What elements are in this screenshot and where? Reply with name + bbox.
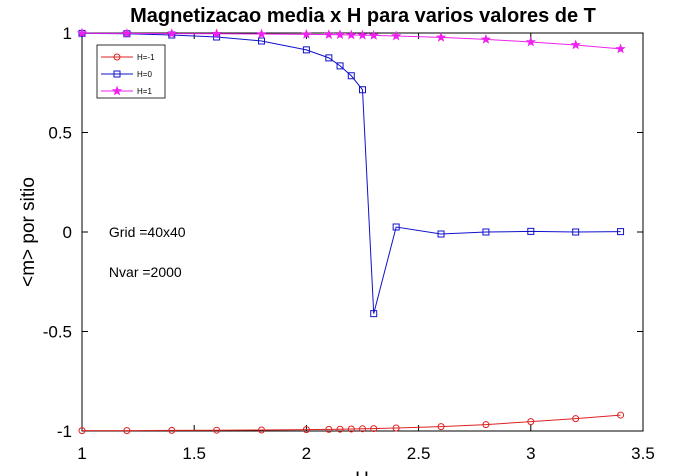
data-point (302, 426, 310, 434)
legend-box (96, 44, 166, 99)
data-point (302, 46, 310, 54)
data-point (78, 427, 86, 435)
data-point (572, 415, 580, 423)
data-point (325, 425, 333, 433)
data-point (325, 54, 333, 62)
series-H=1 (76, 27, 626, 54)
data-point (359, 425, 366, 433)
legend-marker (111, 85, 123, 96)
legend-label: H=0 (137, 70, 152, 79)
legend-label: H=-1 (137, 53, 155, 62)
data-series (76, 27, 626, 435)
y-tick-label: 0.5 (48, 124, 72, 143)
data-point (258, 37, 266, 45)
series-line (82, 414, 621, 432)
y-tick-label: -0.5 (43, 323, 72, 342)
data-point (527, 227, 535, 235)
x-tick-label: 1 (77, 444, 86, 463)
data-point (123, 427, 131, 435)
data-point (336, 62, 344, 70)
axis-ticks: 1 1.5 2 2.5 3 3.5 -1 -0.5 0 0.5 1 (43, 24, 655, 463)
legend-label: H=1 (137, 87, 152, 96)
data-point (347, 425, 355, 433)
data-point (213, 426, 221, 434)
y-axis-label: <m> por sitio (18, 177, 39, 287)
data-point (76, 27, 88, 38)
data-point (570, 39, 581, 50)
data-point (301, 28, 312, 39)
data-point (482, 228, 490, 236)
data-point (368, 29, 379, 40)
data-point (258, 426, 266, 434)
y-tick-label: -1 (57, 422, 72, 441)
series-line (81, 32, 621, 314)
data-point (617, 228, 625, 236)
data-point (391, 30, 402, 41)
annotation-text: Grid =40x40 (109, 224, 186, 240)
x-tick-label: 1.5 (182, 444, 206, 463)
data-point (168, 426, 176, 434)
data-point (121, 27, 133, 38)
data-point (166, 28, 177, 38)
data-point (346, 29, 357, 40)
data-point (525, 36, 536, 47)
data-point (211, 28, 222, 39)
data-point (370, 425, 378, 433)
data-point (572, 228, 580, 236)
x-tick-label: 3 (526, 444, 535, 463)
data-point (435, 31, 447, 42)
data-point (347, 72, 355, 80)
data-point (336, 425, 344, 433)
x-tick-label: 3.5 (631, 444, 655, 463)
data-point (437, 230, 445, 238)
data-point (615, 43, 626, 54)
data-point (334, 29, 346, 40)
data-point (370, 310, 378, 318)
data-point (357, 29, 368, 40)
annotation-text: Nvar =2000 (109, 264, 182, 280)
data-point (437, 423, 445, 431)
data-point (392, 424, 400, 432)
x-tick-label: 2.5 (407, 444, 431, 463)
data-point (617, 411, 625, 419)
data-point (392, 223, 400, 231)
series-H=0 (78, 29, 625, 318)
data-point (359, 86, 366, 94)
y-tick-label: 1 (63, 24, 72, 43)
data-point (527, 418, 535, 426)
legend: H=-1 H=0 H=1 (96, 44, 166, 99)
annotations: Grid =40x40 Nvar =2000 (109, 224, 186, 280)
legend-marker (113, 70, 121, 78)
y-tick-label: 0 (63, 223, 72, 242)
data-point (480, 33, 492, 44)
data-point (256, 28, 267, 39)
data-point (482, 421, 490, 429)
chart-title: Magnetizacao media x H para varios valor… (130, 5, 596, 27)
legend-marker (113, 53, 121, 61)
series-H=-1 (78, 411, 625, 435)
x-tick-label: 2 (302, 444, 311, 463)
x-axis-label: H (355, 469, 369, 476)
data-point (323, 29, 334, 39)
data-point (78, 29, 86, 37)
